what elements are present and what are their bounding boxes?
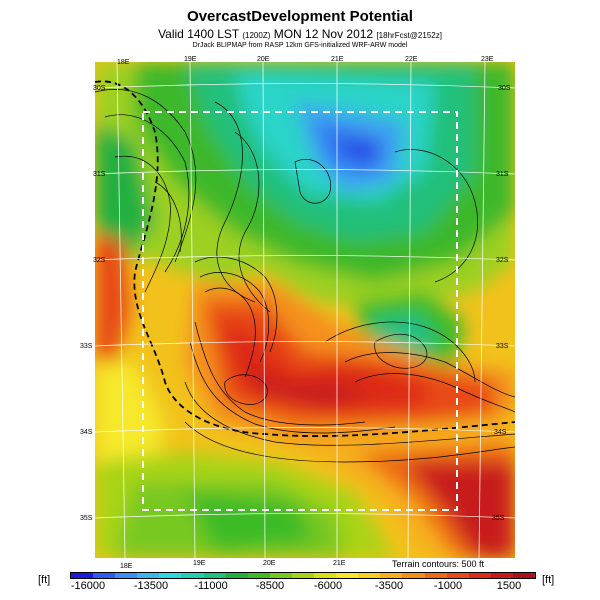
lon-tick-top: 18E (117, 59, 130, 66)
colorbar-label: -8500 (255, 580, 285, 592)
colorbar-label: -3500 (374, 580, 404, 592)
colorbar-label: -11000 (194, 580, 228, 592)
lat-tick-left: 35S (80, 515, 93, 522)
lat-tick-right: 32S (496, 257, 509, 264)
colorbar-label: 1500 (496, 580, 522, 592)
lat-tick-left: 32S (93, 257, 106, 264)
lat-tick-right: 33S (496, 343, 509, 350)
lon-tick-bottom: 19E (193, 560, 206, 567)
colorbar-swatch (269, 573, 292, 578)
lat-tick-right: 35S (492, 515, 505, 522)
colorbar-swatch (247, 573, 270, 578)
forecast-tag: [18hrFcst@2152z] (376, 31, 442, 40)
lat-tick-right: 34S (494, 429, 507, 436)
lon-tick-top: 20E (257, 56, 270, 63)
colorbar-label: -16000 (70, 580, 106, 592)
colorbar-swatch (380, 573, 403, 578)
colorbar-swatch (402, 573, 425, 578)
colorbar-label: -13500 (133, 580, 169, 592)
lat-tick-right: 31S (496, 171, 509, 178)
colorbar-swatch (203, 573, 226, 578)
lon-tick-top: 19E (184, 56, 197, 63)
colorbar-swatch (137, 573, 160, 578)
lat-tick-left: 33S (80, 343, 93, 350)
graticule (95, 62, 515, 558)
colorbar-label: -6000 (313, 580, 343, 592)
colorbar-swatch (468, 573, 491, 578)
colorbar-swatch (490, 573, 513, 578)
lon-tick-top: 21E (331, 56, 344, 63)
chart-title: OvercastDevelopment Potential (187, 8, 413, 25)
lon-tick-bottom: 21E (333, 560, 346, 567)
lat-tick-right: 30S (498, 85, 511, 92)
valid-prefix: Valid 1400 LST (158, 27, 240, 41)
colorbar-swatch (358, 573, 381, 578)
colorbar-swatch (424, 573, 447, 578)
lat-tick-left: 34S (80, 429, 93, 436)
unit-label-left: [ft] (38, 574, 51, 586)
colorbar-swatch (159, 573, 182, 578)
colorbar-swatch (181, 573, 204, 578)
coast-contour (95, 80, 515, 437)
lat-tick-left: 30S (93, 85, 106, 92)
valid-utc: (1200Z) (242, 31, 271, 40)
terrain-contours (95, 89, 515, 463)
lon-tick-top: 23E (481, 56, 494, 63)
colorbar-swatch (225, 573, 248, 578)
unit-label-right: [ft] (542, 574, 555, 586)
valid-date: MON 12 Nov 2012 (273, 27, 374, 41)
lon-tick-bottom: 18E (120, 563, 133, 570)
colorbar (70, 572, 536, 579)
colorbar-swatch (71, 573, 94, 578)
colorbar-swatch (446, 573, 469, 578)
colorbar-swatch (314, 573, 337, 578)
colorbar-swatch (336, 573, 359, 578)
overcast-map (95, 62, 515, 558)
colorbar-swatch (512, 573, 535, 578)
colorbar-label: -1000 (433, 580, 463, 592)
terrain-contour-note: Terrain contours: 500 ft (392, 559, 485, 569)
lon-tick-top: 22E (405, 56, 418, 63)
valid-time: Valid 1400 LST (1200Z) MON 12 Nov 2012 [… (0, 27, 600, 41)
map-field (95, 62, 515, 558)
colorbar-swatch (93, 573, 116, 578)
colorbar-swatch (291, 573, 315, 578)
colorbar-swatch (115, 573, 138, 578)
model-credit: DrJack BLIPMAP from RASP 12km GFS-initia… (192, 42, 408, 49)
inner-domain-box (142, 111, 458, 511)
lat-tick-left: 31S (93, 171, 106, 178)
lon-tick-bottom: 20E (263, 560, 276, 567)
